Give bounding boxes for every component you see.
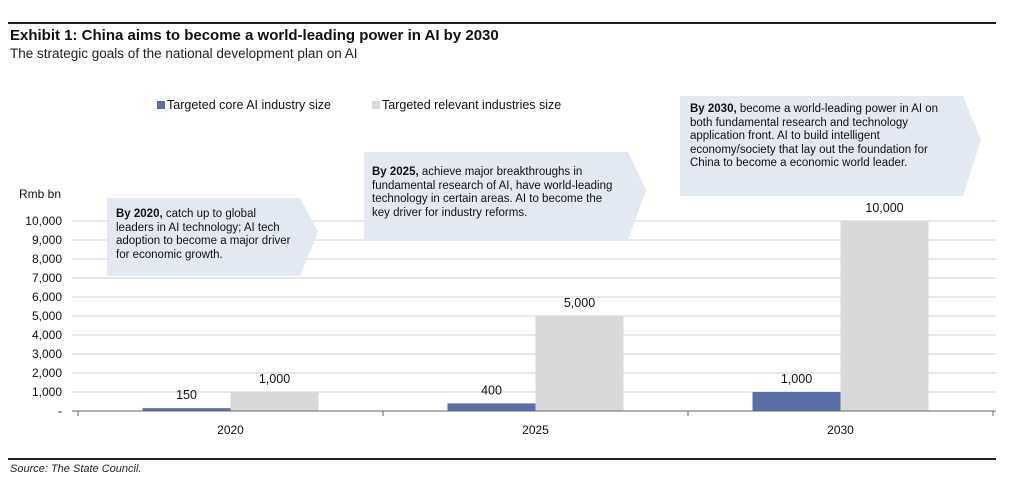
bar-relevant-2025 — [535, 316, 624, 411]
chart-subtitle: The strategic goals of the national deve… — [10, 46, 358, 61]
bar-core-2020 — [142, 408, 231, 411]
y-tick-label: 2,000 — [32, 366, 62, 380]
callout-2025-bold: By 2025, — [372, 166, 419, 178]
legend-swatch — [372, 101, 380, 109]
callout-2025: By 2025, achieve major breakthroughs in … — [372, 166, 622, 220]
y-tick-label: 8,000 — [32, 252, 62, 266]
callout-2030: By 2030, become a world-leading power in… — [690, 103, 940, 171]
callout-2020-bold: By 2020, — [116, 208, 163, 220]
y-tick-label: 5,000 — [32, 309, 62, 323]
data-label: 400 — [481, 383, 502, 397]
callout-shape-2025 — [364, 152, 646, 240]
x-tick-label: 2030 — [827, 423, 854, 437]
callout-2030-bold: By 2030, — [690, 103, 737, 115]
axes: - 1,000 2,000 3,000 4,000 5,000 6,000 7,000 8,00… — [19, 187, 996, 437]
y-tick-label: 7,000 — [32, 271, 62, 285]
legend-swatch — [157, 101, 165, 109]
bar-core-2025 — [447, 403, 536, 411]
callout-2025-text: achieve major breakthroughs in fundament… — [372, 166, 613, 219]
y-tick-label: 1,000 — [32, 385, 62, 399]
legend: Targeted core AI industry size Targeted r… — [157, 98, 561, 112]
chart-title: Exhibit 1: China aims to become a world-… — [10, 27, 499, 44]
data-label: 1,000 — [781, 372, 812, 386]
callout-shape-2030 — [680, 96, 981, 196]
legend-label: Targeted relevant industries size — [382, 98, 561, 112]
callout-shapes — [107, 96, 981, 276]
callout-shape-2020 — [107, 198, 318, 276]
y-tick-label: - — [58, 404, 62, 418]
bars: 150 1,000 400 5,000 1,000 10,000 — [142, 201, 929, 411]
y-tick-label: 10,000 — [25, 214, 62, 228]
y-tick-label: 3,000 — [32, 347, 62, 361]
y-axis-label: Rmb bn — [19, 187, 61, 201]
bottom-rule — [8, 458, 996, 460]
data-label: 1,000 — [259, 372, 290, 386]
callout-2030-text: become a world-leading power in AI on bo… — [690, 103, 939, 169]
y-tick-label: 6,000 — [32, 290, 62, 304]
callout-2020: By 2020, catch up to global leaders in A… — [116, 208, 294, 262]
bar-relevant-2030 — [840, 221, 929, 411]
top-rule — [8, 22, 996, 24]
legend-label: Targeted core AI industry size — [167, 98, 331, 112]
data-label: 5,000 — [564, 296, 595, 310]
bar-relevant-2020 — [230, 392, 319, 411]
source-note: Source: The State Council. — [10, 463, 142, 475]
x-tick-label: 2020 — [217, 423, 244, 437]
data-label: 150 — [176, 388, 197, 402]
data-label: 10,000 — [865, 201, 903, 215]
bar-core-2030 — [752, 392, 841, 411]
x-tick-label: 2025 — [522, 423, 549, 437]
y-tick-label: 4,000 — [32, 328, 62, 342]
y-tick-label: 9,000 — [32, 233, 62, 247]
callout-2020-text: catch up to global leaders in AI technol… — [116, 208, 291, 261]
